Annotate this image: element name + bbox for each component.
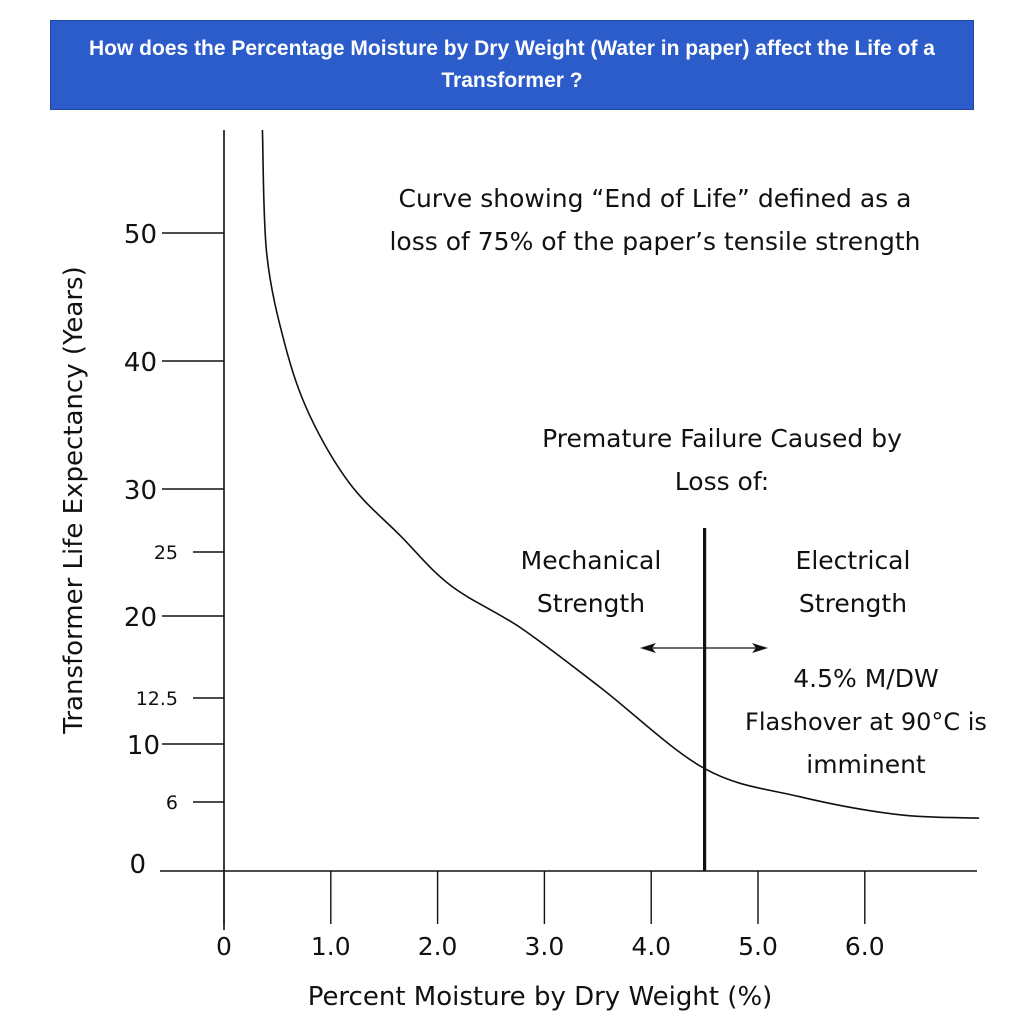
y-ticks: 50 40 30 25 20 12.5 10 6 0 xyxy=(124,220,224,880)
curve-note-line-1: Curve showing “End of Life” defined as a xyxy=(399,184,912,213)
y-tick-label: 30 xyxy=(124,476,157,506)
x-tick-label: 1.0 xyxy=(311,932,351,961)
title-banner: How does the Percentage Moisture by Dry … xyxy=(50,20,974,110)
threshold-label-line-3: imminent xyxy=(806,750,926,779)
end-of-life-curve xyxy=(261,129,980,819)
double-arrow-icon xyxy=(640,643,768,653)
failure-heading-line-2: Loss of: xyxy=(675,467,769,496)
x-tick-label: 0 xyxy=(216,932,232,961)
electrical-label-line-1: Electrical xyxy=(796,546,911,575)
x-axis-label: Percent Moisture by Dry Weight (%) xyxy=(308,982,773,1012)
chart-title: How does the Percentage Moisture by Dry … xyxy=(89,37,935,92)
x-tick-label: 5.0 xyxy=(738,932,778,961)
y-tick-label: 0 xyxy=(129,850,146,880)
electrical-label-line-2: Strength xyxy=(799,589,907,618)
x-tick-label: 2.0 xyxy=(418,932,458,961)
curve-note-line-2: loss of 75% of the paper’s tensile stren… xyxy=(389,227,920,256)
x-tick-label: 4.0 xyxy=(631,932,671,961)
x-tick-label: 3.0 xyxy=(525,932,565,961)
y-tick-label: 50 xyxy=(124,220,157,250)
threshold-label-line-1: 4.5% M/DW xyxy=(793,664,938,693)
y-axis-label: Transformer Life Expectancy (Years) xyxy=(59,266,89,734)
y-tick-label: 6 xyxy=(166,792,178,814)
mechanical-label-line-1: Mechanical xyxy=(521,546,662,575)
y-tick-label: 10 xyxy=(127,731,160,761)
y-tick-label: 25 xyxy=(154,542,178,564)
y-tick-label: 20 xyxy=(124,603,157,633)
failure-heading-line-1: Premature Failure Caused by xyxy=(542,424,902,453)
mechanical-label-line-2: Strength xyxy=(537,589,645,618)
x-ticks: 0 1.0 2.0 3.0 4.0 5.0 6.0 xyxy=(216,871,885,961)
y-tick-label: 12.5 xyxy=(136,688,178,710)
x-tick-label: 6.0 xyxy=(845,932,885,961)
y-tick-label: 40 xyxy=(124,348,157,378)
threshold-label-line-2: Flashover at 90°C is xyxy=(745,708,987,736)
